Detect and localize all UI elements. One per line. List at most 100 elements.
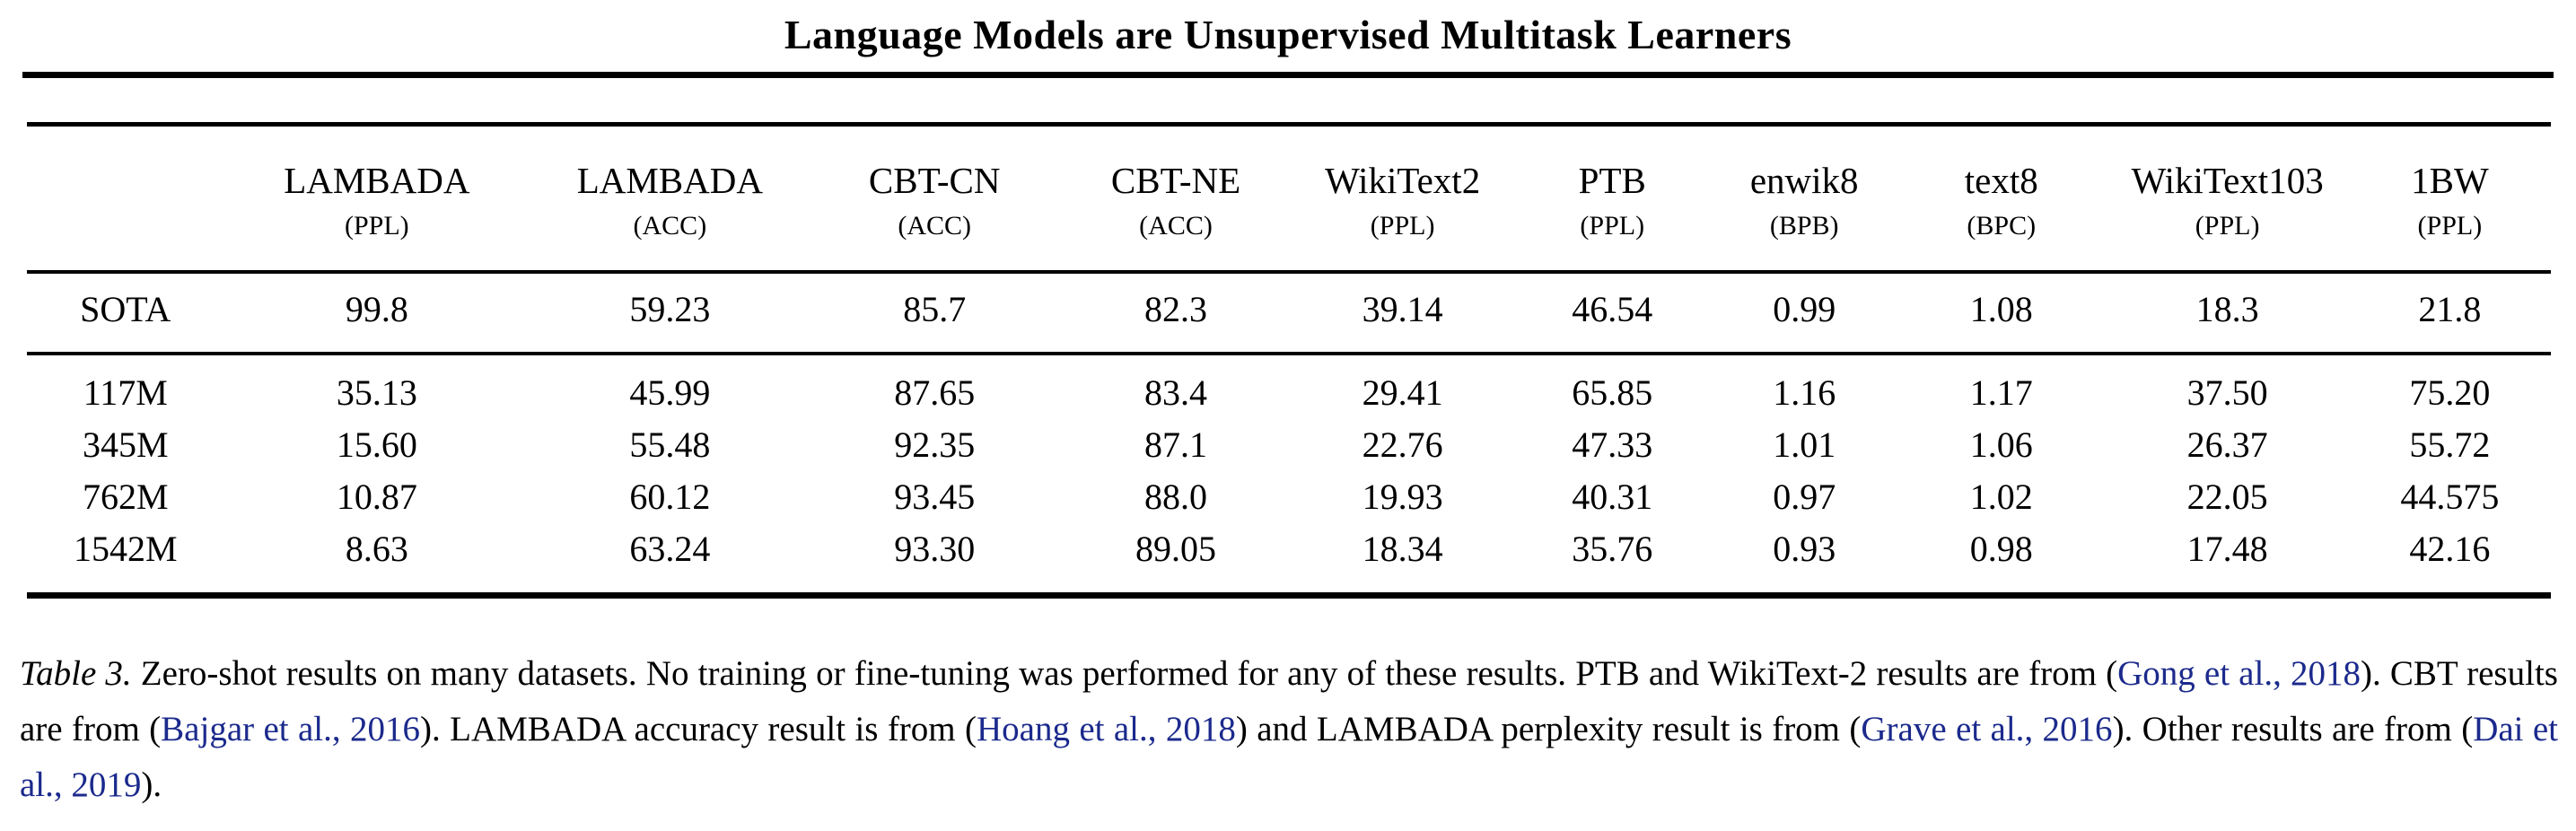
caption-text: Zero-shot results on many datasets. No t… [131, 654, 2118, 693]
cell: 26.37 [2186, 424, 2268, 465]
col-metric: (ACC) [530, 202, 810, 274]
caption-text: ). Other results are from ( [2112, 710, 2474, 748]
table-row-sota: SOTA 99.8 59.23 85.7 82.3 39.14 46.54 0.… [27, 272, 2551, 355]
cell: 45.99 [629, 372, 711, 413]
table-row-345m: 345M 15.60 55.48 92.35 87.1 22.76 47.33 … [27, 418, 2551, 470]
table-caption: Table 3. Zero-shot results on many datas… [20, 646, 2558, 813]
cell: 89.05 [1135, 528, 1217, 569]
cell: 93.45 [894, 476, 976, 517]
cell: 47.33 [1572, 424, 1653, 465]
cell: 75.20 [2409, 372, 2491, 413]
cell: 1.08 [1896, 272, 2107, 355]
cell: 93.30 [894, 528, 976, 569]
citation-link-hoang-2018[interactable]: Hoang et al., 2018 [977, 710, 1236, 748]
row-label: 762M [82, 476, 169, 517]
cell: 15.60 [336, 424, 417, 465]
cell: 46.54 [1512, 272, 1713, 355]
cell: 87.1 [1144, 424, 1208, 465]
row-label: 1542M [73, 528, 178, 569]
col-header-lambada-acc: LAMBADA [576, 160, 763, 201]
cell: 29.41 [1362, 372, 1443, 413]
results-table: LAMBADA LAMBADA CBT-CN CBT-NE WikiText2 … [27, 127, 2551, 592]
row-label: SOTA [27, 272, 224, 355]
header-empty-cell [27, 127, 224, 202]
table-row-1542m: 1542M 8.63 63.24 93.30 89.05 18.34 35.76… [27, 522, 2551, 592]
header-names-row: LAMBADA LAMBADA CBT-CN CBT-NE WikiText2 … [27, 127, 2551, 202]
cell: 59.23 [530, 272, 810, 355]
caption-text: ). [141, 765, 162, 804]
cell: 88.0 [1144, 476, 1208, 517]
cell: 39.14 [1292, 272, 1513, 355]
cell: 42.16 [2409, 528, 2491, 569]
cell: 37.50 [2186, 372, 2268, 413]
col-metric: (ACC) [1058, 202, 1293, 274]
col-metric: (BPC) [1896, 202, 2107, 274]
cell: 85.7 [810, 272, 1059, 355]
col-metric: (ACC) [810, 202, 1059, 274]
cell: 10.87 [336, 476, 417, 517]
col-metric: (PPL) [1292, 202, 1513, 274]
col-header-cbt-ne: CBT-NE [1110, 160, 1241, 201]
cell: 0.98 [1969, 528, 2033, 569]
citation-link-dai-2019[interactable]: Dai et al., 2019 [20, 710, 2559, 804]
cell: 65.85 [1572, 372, 1653, 413]
title-rule [22, 72, 2554, 78]
row-label: 117M [83, 372, 168, 413]
cell: 55.72 [2409, 424, 2491, 465]
row-label: 345M [82, 424, 169, 465]
table-row-117m: 117M 35.13 45.99 87.65 83.4 29.41 65.85 … [27, 354, 2551, 418]
cell: 17.48 [2186, 528, 2268, 569]
col-metric: (PPL) [2348, 202, 2551, 274]
caption-table-number: Table 3. [20, 654, 132, 693]
col-header-ptb: PTB [1578, 160, 1646, 201]
cell: 8.63 [345, 528, 408, 569]
caption-text: ). CBT results are from ( [20, 654, 2558, 748]
cell: 87.65 [894, 372, 976, 413]
table-row-762m: 762M 10.87 60.12 93.45 88.0 19.93 40.31 … [27, 470, 2551, 522]
cell: 21.8 [2348, 272, 2551, 355]
col-header-text8: text8 [1964, 160, 2038, 201]
cell: 40.31 [1572, 476, 1653, 517]
col-metric: (PPL) [2106, 202, 2349, 274]
caption-text: ) and LAMBADA perplexity result is from … [1235, 710, 1862, 748]
cell: 18.3 [2106, 272, 2349, 355]
cell: 99.8 [223, 272, 530, 355]
col-metric: (PPL) [223, 202, 530, 274]
cell: 82.3 [1058, 272, 1293, 355]
col-header-wikitext2: WikiText2 [1325, 160, 1481, 201]
citation-link-gong-2018[interactable]: Gong et al., 2018 [2117, 654, 2361, 693]
cell: 63.24 [629, 528, 711, 569]
cell: 1.01 [1773, 424, 1836, 465]
cell: 60.12 [629, 476, 711, 517]
results-table-wrapper: LAMBADA LAMBADA CBT-CN CBT-NE WikiText2 … [27, 122, 2551, 599]
col-header-1bw: 1BW [2411, 160, 2489, 201]
cell: 1.02 [1969, 476, 2033, 517]
col-header-wikitext103: WikiText103 [2131, 160, 2324, 201]
cell: 22.76 [1362, 424, 1443, 465]
table-header: LAMBADA LAMBADA CBT-CN CBT-NE WikiText2 … [27, 127, 2551, 274]
running-title: Language Models are Unsupervised Multita… [784, 12, 1792, 57]
col-header-enwik8: enwik8 [1749, 160, 1859, 201]
col-header-lambada-ppl: LAMBADA [284, 160, 470, 201]
col-header-cbt-cn: CBT-CN [868, 160, 1001, 201]
cell: 0.93 [1773, 528, 1836, 569]
cell: 35.13 [336, 372, 417, 413]
cell: 19.93 [1362, 476, 1443, 517]
cell: 18.34 [1362, 528, 1443, 569]
caption-text: ). LAMBADA accuracy result is from ( [420, 710, 977, 748]
citation-link-grave-2016[interactable]: Grave et al., 2016 [1861, 710, 2113, 748]
citation-link-bajgar-2016[interactable]: Bajgar et al., 2016 [161, 710, 421, 748]
cell: 83.4 [1144, 372, 1208, 413]
cell: 1.17 [1969, 372, 2033, 413]
header-metrics-row: (PPL) (ACC) (ACC) (ACC) (PPL) (PPL) (BPB… [27, 202, 2551, 274]
cell: 0.99 [1712, 272, 1897, 355]
cell: 22.05 [2186, 476, 2268, 517]
cell: 1.16 [1773, 372, 1836, 413]
cell: 1.06 [1969, 424, 2033, 465]
cell: 0.97 [1773, 476, 1836, 517]
cell: 44.575 [2400, 476, 2500, 517]
col-metric: (BPB) [1712, 202, 1897, 274]
col-metric: (PPL) [1512, 202, 1713, 274]
cell: 92.35 [894, 424, 976, 465]
